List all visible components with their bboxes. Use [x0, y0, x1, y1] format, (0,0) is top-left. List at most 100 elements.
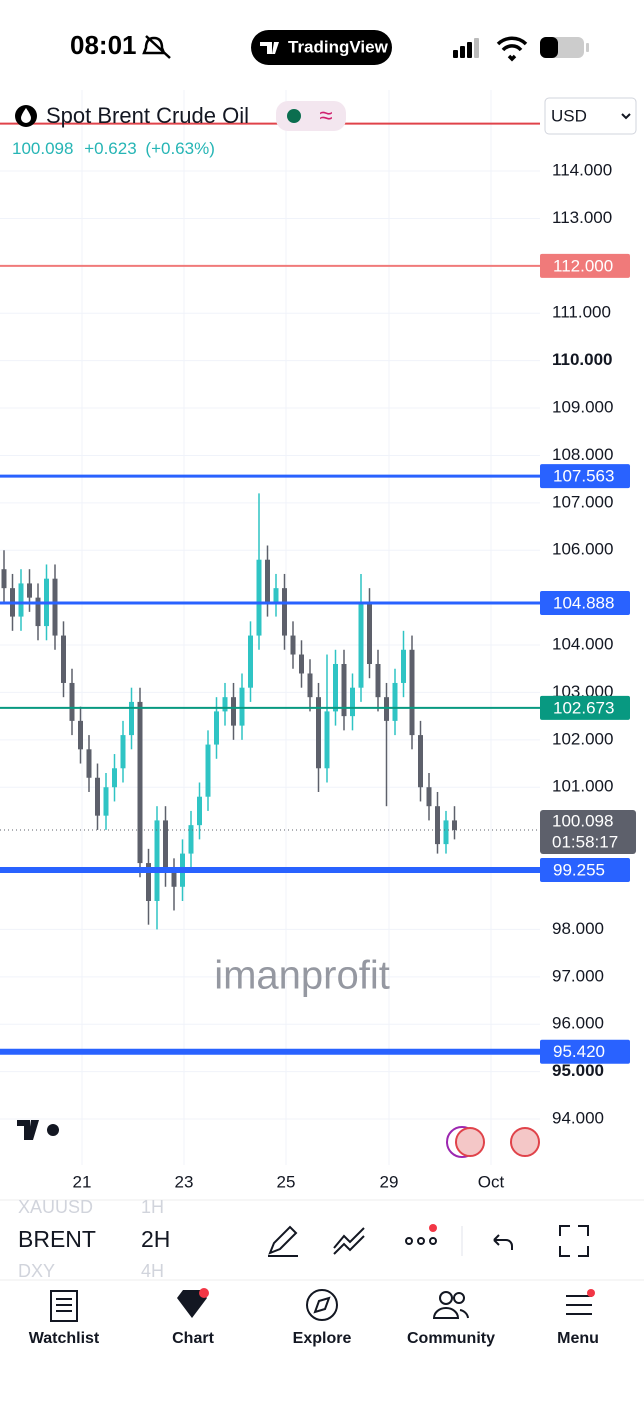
- candle-body: [95, 777, 100, 816]
- wifi-icon: [496, 36, 528, 62]
- interval-switch[interactable]: 1H: [141, 1197, 164, 1217]
- candle-body: [290, 635, 296, 655]
- candle-body: [205, 744, 211, 797]
- candle-body: [367, 602, 372, 664]
- candle-body: [163, 820, 168, 873]
- watermark: imanprofit: [214, 954, 390, 998]
- candle-body: [1, 569, 7, 589]
- candle-body: [146, 863, 151, 901]
- interval-switch[interactable]: 2H: [141, 1226, 170, 1252]
- price-line-label: 112.000: [553, 256, 613, 275]
- app-name: TradingView: [288, 37, 389, 56]
- candle-body: [350, 687, 355, 717]
- candle-body: [307, 673, 313, 698]
- symbol-switch[interactable]: DXY: [18, 1261, 55, 1281]
- indicator-icon[interactable]: [333, 1227, 365, 1255]
- undo-icon[interactable]: [493, 1234, 513, 1250]
- candle-body: [375, 663, 381, 698]
- price-line-box: [540, 464, 630, 489]
- y-tick-label: 111.000: [552, 303, 611, 322]
- signal-icon: [453, 38, 479, 58]
- candle-body: [282, 588, 287, 636]
- change-pct: (+0.63%): [145, 139, 214, 158]
- notification-dot: [429, 1224, 437, 1232]
- y-tick-label: 96.000: [552, 1014, 604, 1033]
- price-line-label: 102.673: [553, 698, 614, 717]
- dropdown-arrow: [621, 113, 631, 120]
- explore-icon[interactable]: [306, 1289, 338, 1321]
- tv-logo-small: [260, 42, 279, 54]
- nav-label[interactable]: Community: [407, 1330, 495, 1347]
- mute-icon: [142, 35, 171, 59]
- community-icon[interactable]: [432, 1291, 469, 1319]
- symbol-switch[interactable]: XAUUSD: [18, 1197, 93, 1217]
- currency: USD: [551, 106, 587, 125]
- candle-body: [316, 697, 321, 769]
- candle-body: [188, 825, 194, 854]
- candle-body: [358, 602, 364, 688]
- price-line-label: 99.255: [553, 860, 605, 879]
- candle-body: [418, 735, 423, 788]
- last-price-box: [540, 809, 636, 854]
- candle-body: [273, 588, 279, 603]
- market-open-dot: [287, 109, 301, 123]
- watchlist-icon[interactable]: [50, 1290, 78, 1322]
- y-tick-label: 97.000: [552, 966, 604, 985]
- chart: 21 23 25 29 Oct 114.000 113.000 111.000 110.000 1…: [0, 90, 636, 1191]
- event-flag-icon[interactable]: [510, 1127, 540, 1157]
- compass-needle: [313, 1296, 331, 1314]
- app-pill[interactable]: [251, 30, 392, 65]
- candle-body: [112, 768, 117, 788]
- status-pill[interactable]: [276, 101, 346, 131]
- draw-icon[interactable]: [268, 1225, 298, 1257]
- candle-body: [231, 697, 236, 726]
- y-tick-label: 113.000: [552, 208, 612, 227]
- y-tick-label: 114.000: [552, 161, 612, 180]
- y-tick-label: 102.000: [552, 729, 613, 748]
- nav-bar: Watchlist Chart Explore Community Menu: [29, 1330, 599, 1347]
- nav-label[interactable]: Chart: [172, 1330, 214, 1347]
- y-tick-label: 106.000: [552, 540, 613, 559]
- symbol-switch[interactable]: BRENT: [18, 1226, 96, 1252]
- nav-label[interactable]: Watchlist: [29, 1330, 100, 1347]
- candle-body: [103, 787, 109, 816]
- candle-body: [409, 649, 415, 736]
- candle-body: [52, 578, 58, 636]
- chart-icon[interactable]: [177, 1290, 207, 1318]
- candle-body: [256, 559, 262, 636]
- y-tick-label: 94.000: [552, 1109, 604, 1128]
- price-line-box: [540, 695, 630, 720]
- candle-body: [222, 697, 228, 712]
- candle-body: [69, 682, 75, 721]
- more-icon[interactable]: [405, 1237, 437, 1245]
- candle-body: [435, 806, 440, 845]
- candle-body: [239, 687, 245, 726]
- candle-body: [129, 701, 134, 736]
- event-flag-icon[interactable]: [455, 1127, 485, 1157]
- candle-body: [137, 701, 143, 864]
- fullscreen-icon[interactable]: [559, 1225, 589, 1257]
- interval-switch[interactable]: 4H: [141, 1261, 164, 1281]
- menu-icon[interactable]: [566, 1295, 592, 1315]
- currency-box[interactable]: [544, 97, 637, 135]
- candle-body: [401, 649, 406, 683]
- nav-label[interactable]: Explore: [293, 1330, 352, 1347]
- x-tick-label: 25: [277, 1172, 296, 1191]
- candle-body: [265, 559, 270, 603]
- x-tick-label: 23: [175, 1172, 194, 1191]
- time: 08:01: [70, 30, 137, 60]
- symbol-name[interactable]: Spot Brent Crude Oil: [46, 103, 249, 128]
- delay-icon: ≈: [319, 102, 332, 129]
- battery-icon: [540, 37, 589, 58]
- candle-body: [78, 720, 83, 750]
- candle-body: [86, 749, 92, 778]
- candle-body: [299, 654, 304, 674]
- nav-label[interactable]: Menu: [557, 1330, 599, 1347]
- drop-icon: [21, 108, 31, 123]
- price-line-box: [540, 1039, 630, 1064]
- candle-body: [384, 697, 389, 721]
- price-line-label: 95.420: [553, 1042, 605, 1061]
- tv-logo-dot: [47, 1124, 59, 1136]
